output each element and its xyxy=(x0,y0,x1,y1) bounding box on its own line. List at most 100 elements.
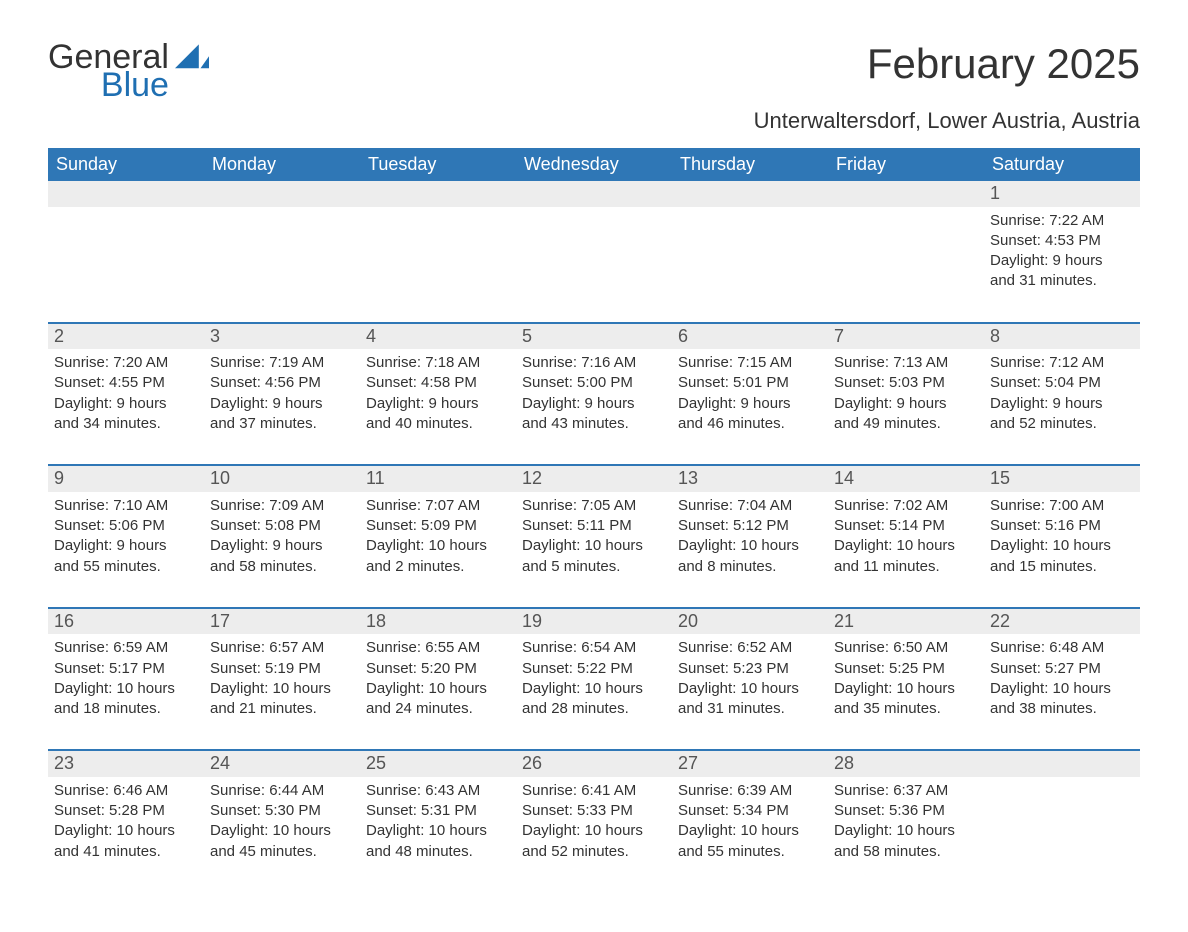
day-details: Sunrise: 6:43 AMSunset: 5:31 PMDaylight:… xyxy=(360,777,516,892)
day-sunrise: Sunrise: 7:16 AM xyxy=(522,353,666,373)
day-number: 22 xyxy=(984,607,1140,635)
day-number: 24 xyxy=(204,749,360,777)
day-details: Sunrise: 7:13 AMSunset: 5:03 PMDaylight:… xyxy=(828,349,984,464)
day-details xyxy=(984,777,1140,811)
day-details xyxy=(672,207,828,241)
day-dl2: and 41 minutes. xyxy=(54,842,198,862)
day-sunset: Sunset: 4:53 PM xyxy=(990,231,1134,251)
day-number: . xyxy=(360,181,516,207)
day-dl1: Daylight: 9 hours xyxy=(522,394,666,414)
day-details: Sunrise: 7:00 AMSunset: 5:16 PMDaylight:… xyxy=(984,492,1140,607)
day-dl2: and 43 minutes. xyxy=(522,414,666,434)
day-dl1: Daylight: 10 hours xyxy=(366,536,510,556)
day-sunrise: Sunrise: 7:20 AM xyxy=(54,353,198,373)
header: General Blue February 2025 xyxy=(48,40,1140,102)
day-dl2: and 8 minutes. xyxy=(678,557,822,577)
calendar-cell: 9Sunrise: 7:10 AMSunset: 5:06 PMDaylight… xyxy=(48,464,204,607)
day-sunrise: Sunrise: 6:41 AM xyxy=(522,781,666,801)
day-dl1: Daylight: 9 hours xyxy=(210,536,354,556)
day-number: . xyxy=(984,749,1140,777)
day-dl2: and 5 minutes. xyxy=(522,557,666,577)
day-sunset: Sunset: 5:30 PM xyxy=(210,801,354,821)
day-dl1: Daylight: 10 hours xyxy=(834,821,978,841)
day-details: Sunrise: 6:48 AMSunset: 5:27 PMDaylight:… xyxy=(984,634,1140,749)
day-sunset: Sunset: 5:08 PM xyxy=(210,516,354,536)
day-number: 14 xyxy=(828,464,984,492)
day-details: Sunrise: 6:50 AMSunset: 5:25 PMDaylight:… xyxy=(828,634,984,749)
day-number: 28 xyxy=(828,749,984,777)
day-header: Saturday xyxy=(984,148,1140,181)
day-dl2: and 49 minutes. xyxy=(834,414,978,434)
day-dl2: and 11 minutes. xyxy=(834,557,978,577)
day-header: Monday xyxy=(204,148,360,181)
calendar-week: 23Sunrise: 6:46 AMSunset: 5:28 PMDayligh… xyxy=(48,749,1140,892)
day-number: 17 xyxy=(204,607,360,635)
day-details: Sunrise: 7:16 AMSunset: 5:00 PMDaylight:… xyxy=(516,349,672,464)
day-details: Sunrise: 6:41 AMSunset: 5:33 PMDaylight:… xyxy=(516,777,672,892)
day-dl2: and 38 minutes. xyxy=(990,699,1134,719)
day-number: 23 xyxy=(48,749,204,777)
day-details: Sunrise: 7:07 AMSunset: 5:09 PMDaylight:… xyxy=(360,492,516,607)
day-number: 19 xyxy=(516,607,672,635)
day-dl2: and 15 minutes. xyxy=(990,557,1134,577)
day-sunrise: Sunrise: 7:10 AM xyxy=(54,496,198,516)
day-dl1: Daylight: 10 hours xyxy=(522,821,666,841)
day-details xyxy=(828,207,984,241)
day-number: 2 xyxy=(48,322,204,350)
page-title: February 2025 xyxy=(867,40,1140,88)
day-dl2: and 52 minutes. xyxy=(990,414,1134,434)
page-subtitle: Unterwaltersdorf, Lower Austria, Austria xyxy=(48,108,1140,134)
day-dl1: Daylight: 10 hours xyxy=(366,679,510,699)
day-sunrise: Sunrise: 6:39 AM xyxy=(678,781,822,801)
day-dl2: and 37 minutes. xyxy=(210,414,354,434)
day-dl2: and 55 minutes. xyxy=(54,557,198,577)
day-number: 6 xyxy=(672,322,828,350)
day-number: 15 xyxy=(984,464,1140,492)
day-sunrise: Sunrise: 7:13 AM xyxy=(834,353,978,373)
day-details: Sunrise: 6:55 AMSunset: 5:20 PMDaylight:… xyxy=(360,634,516,749)
day-details: Sunrise: 7:05 AMSunset: 5:11 PMDaylight:… xyxy=(516,492,672,607)
day-number: 25 xyxy=(360,749,516,777)
calendar-cell: 16Sunrise: 6:59 AMSunset: 5:17 PMDayligh… xyxy=(48,607,204,750)
calendar-cell: 14Sunrise: 7:02 AMSunset: 5:14 PMDayligh… xyxy=(828,464,984,607)
day-sunset: Sunset: 5:27 PM xyxy=(990,659,1134,679)
day-sunset: Sunset: 5:19 PM xyxy=(210,659,354,679)
calendar-cell: 11Sunrise: 7:07 AMSunset: 5:09 PMDayligh… xyxy=(360,464,516,607)
day-dl1: Daylight: 9 hours xyxy=(990,251,1134,271)
day-sunrise: Sunrise: 6:44 AM xyxy=(210,781,354,801)
day-sunset: Sunset: 5:09 PM xyxy=(366,516,510,536)
day-number: 10 xyxy=(204,464,360,492)
day-sunrise: Sunrise: 6:55 AM xyxy=(366,638,510,658)
calendar-cell: 26Sunrise: 6:41 AMSunset: 5:33 PMDayligh… xyxy=(516,749,672,892)
day-details: Sunrise: 7:02 AMSunset: 5:14 PMDaylight:… xyxy=(828,492,984,607)
calendar-cell: 23Sunrise: 6:46 AMSunset: 5:28 PMDayligh… xyxy=(48,749,204,892)
day-details: Sunrise: 7:10 AMSunset: 5:06 PMDaylight:… xyxy=(48,492,204,607)
day-dl2: and 2 minutes. xyxy=(366,557,510,577)
day-details: Sunrise: 6:54 AMSunset: 5:22 PMDaylight:… xyxy=(516,634,672,749)
calendar-cell: 5Sunrise: 7:16 AMSunset: 5:00 PMDaylight… xyxy=(516,322,672,465)
day-dl2: and 52 minutes. xyxy=(522,842,666,862)
day-sunrise: Sunrise: 7:07 AM xyxy=(366,496,510,516)
logo-text-block: General Blue xyxy=(48,40,169,102)
calendar-cell: 19Sunrise: 6:54 AMSunset: 5:22 PMDayligh… xyxy=(516,607,672,750)
day-number: 3 xyxy=(204,322,360,350)
day-sunrise: Sunrise: 7:04 AM xyxy=(678,496,822,516)
calendar-week: 9Sunrise: 7:10 AMSunset: 5:06 PMDaylight… xyxy=(48,464,1140,607)
day-dl2: and 35 minutes. xyxy=(834,699,978,719)
calendar-cell: 4Sunrise: 7:18 AMSunset: 4:58 PMDaylight… xyxy=(360,322,516,465)
calendar-cell: . xyxy=(204,181,360,322)
calendar-cell: . xyxy=(48,181,204,322)
day-number: 27 xyxy=(672,749,828,777)
day-dl1: Daylight: 9 hours xyxy=(366,394,510,414)
calendar-cell: 24Sunrise: 6:44 AMSunset: 5:30 PMDayligh… xyxy=(204,749,360,892)
day-sunrise: Sunrise: 6:48 AM xyxy=(990,638,1134,658)
day-sunrise: Sunrise: 7:09 AM xyxy=(210,496,354,516)
logo: General Blue xyxy=(48,40,209,102)
day-dl2: and 55 minutes. xyxy=(678,842,822,862)
day-sunrise: Sunrise: 6:57 AM xyxy=(210,638,354,658)
day-number: 21 xyxy=(828,607,984,635)
day-sunrise: Sunrise: 6:54 AM xyxy=(522,638,666,658)
day-sunset: Sunset: 5:04 PM xyxy=(990,373,1134,393)
day-details: Sunrise: 6:39 AMSunset: 5:34 PMDaylight:… xyxy=(672,777,828,892)
day-sunset: Sunset: 4:55 PM xyxy=(54,373,198,393)
